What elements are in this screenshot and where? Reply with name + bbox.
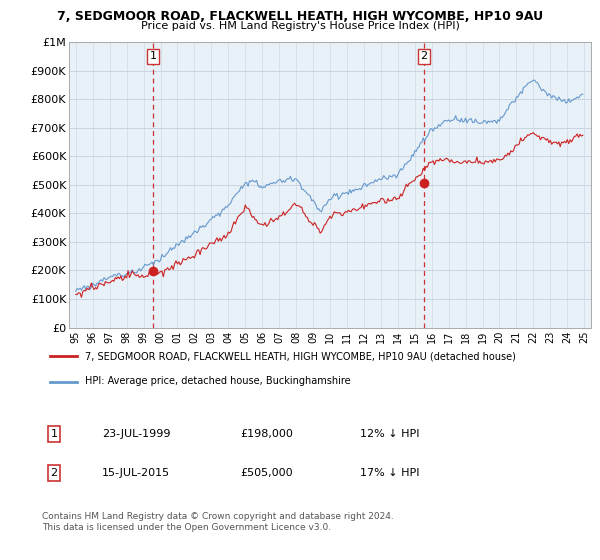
Text: Contains HM Land Registry data © Crown copyright and database right 2024.
This d: Contains HM Land Registry data © Crown c… [42, 512, 394, 532]
Text: 7, SEDGMOOR ROAD, FLACKWELL HEATH, HIGH WYCOMBE, HP10 9AU: 7, SEDGMOOR ROAD, FLACKWELL HEATH, HIGH … [57, 10, 543, 22]
Text: £198,000: £198,000 [240, 429, 293, 439]
Text: 1: 1 [50, 429, 58, 439]
Text: 23-JUL-1999: 23-JUL-1999 [102, 429, 170, 439]
Text: £505,000: £505,000 [240, 468, 293, 478]
Text: 2: 2 [50, 468, 58, 478]
Text: 12% ↓ HPI: 12% ↓ HPI [360, 429, 419, 439]
Text: 2: 2 [421, 52, 427, 61]
Text: Price paid vs. HM Land Registry's House Price Index (HPI): Price paid vs. HM Land Registry's House … [140, 21, 460, 31]
Text: HPI: Average price, detached house, Buckinghamshire: HPI: Average price, detached house, Buck… [85, 376, 351, 386]
Text: 7, SEDGMOOR ROAD, FLACKWELL HEATH, HIGH WYCOMBE, HP10 9AU (detached house): 7, SEDGMOOR ROAD, FLACKWELL HEATH, HIGH … [85, 352, 516, 362]
Text: 17% ↓ HPI: 17% ↓ HPI [360, 468, 419, 478]
Text: 1: 1 [149, 52, 157, 61]
Text: 15-JUL-2015: 15-JUL-2015 [102, 468, 170, 478]
